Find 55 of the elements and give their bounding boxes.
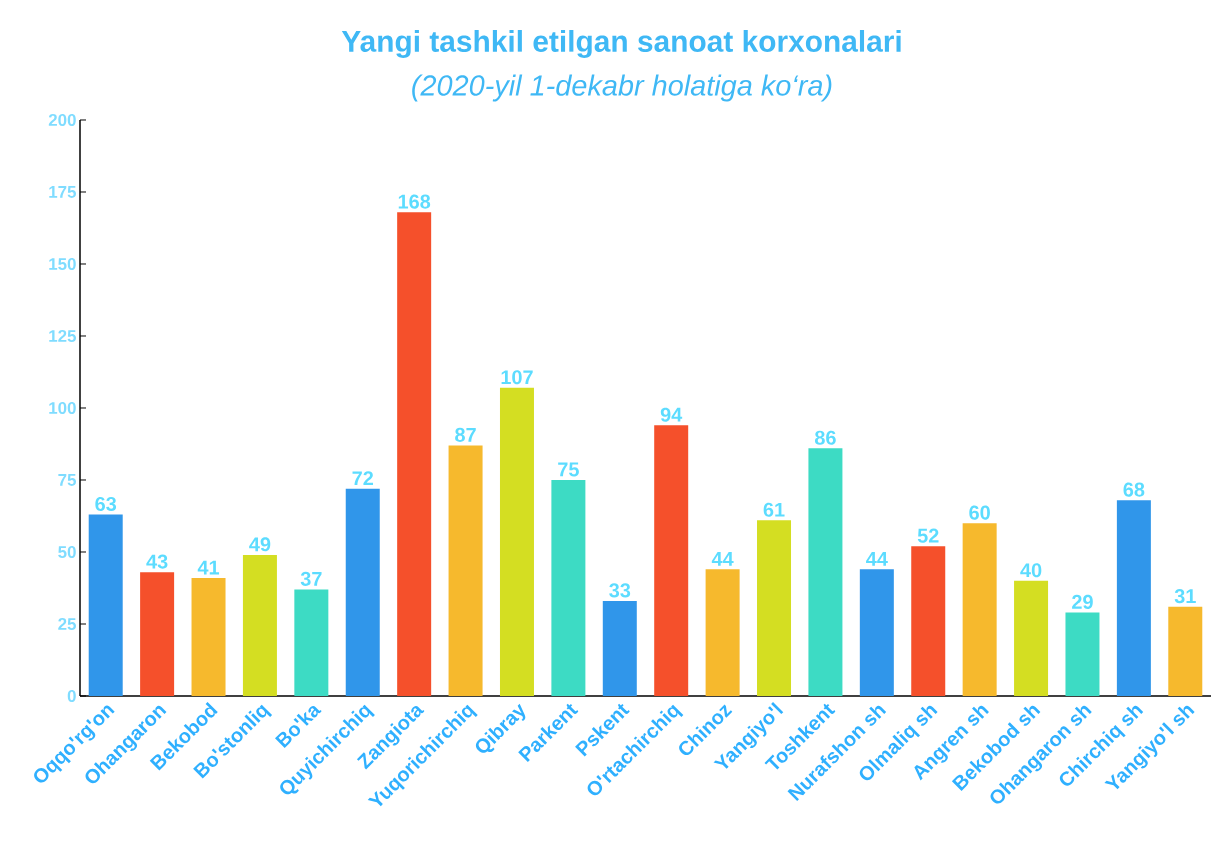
data-label: 72 xyxy=(352,471,374,486)
bar xyxy=(654,425,689,696)
y-tick-label: 50 xyxy=(58,546,76,558)
data-label: 49 xyxy=(249,537,271,552)
bar xyxy=(140,572,175,696)
data-label: 52 xyxy=(917,528,939,543)
y-tick-label: 175 xyxy=(49,186,77,198)
bar xyxy=(294,589,329,696)
bar xyxy=(397,212,432,696)
y-tick-label: 0 xyxy=(67,690,76,702)
bar xyxy=(345,488,380,696)
y-tick-label: 200 xyxy=(48,113,76,126)
data-label: 44 xyxy=(866,552,888,566)
bar xyxy=(1116,500,1151,696)
data-label: 33 xyxy=(609,583,631,598)
data-label: 41 xyxy=(197,560,220,575)
y-tick-label: 100 xyxy=(49,402,76,414)
data-label: 40 xyxy=(1020,563,1042,578)
data-label: 68 xyxy=(1123,482,1145,497)
bar xyxy=(242,554,277,696)
y-tick-label: 25 xyxy=(58,618,77,630)
chart-title: Yangi tashkil etilgan sanoat korxonalari xyxy=(341,29,901,58)
bar xyxy=(499,387,534,696)
data-label: 60 xyxy=(969,505,990,520)
bar xyxy=(962,523,997,696)
bar xyxy=(448,445,483,696)
bar xyxy=(1014,580,1049,696)
data-label: 63 xyxy=(95,496,117,512)
data-label: 29 xyxy=(1072,594,1093,609)
data-label: 61 xyxy=(763,502,785,517)
y-tick-label: 150 xyxy=(49,258,76,270)
bar xyxy=(757,520,792,696)
bar xyxy=(859,569,894,696)
bar xyxy=(191,577,226,696)
y-tick-label: 75 xyxy=(58,474,77,486)
data-label: 31 xyxy=(1174,589,1196,604)
bar xyxy=(1168,606,1203,696)
data-label: 43 xyxy=(146,554,168,569)
bar xyxy=(1065,612,1100,696)
bar xyxy=(602,600,637,696)
bar xyxy=(551,480,586,696)
data-label: 107 xyxy=(501,370,533,385)
data-label: 94 xyxy=(660,407,683,422)
bar xyxy=(911,546,946,696)
y-tick-label: 125 xyxy=(49,330,77,342)
bar xyxy=(808,448,843,696)
data-label: 168 xyxy=(398,194,431,209)
bar xyxy=(88,514,123,696)
data-label: 75 xyxy=(558,462,579,477)
data-label: 87 xyxy=(455,427,476,442)
chart-subtitle: (2020-yil 1-dekabr holatiga ko‘ra) xyxy=(412,74,832,102)
data-label: 37 xyxy=(300,571,322,586)
bar xyxy=(705,569,740,696)
data-label: 44 xyxy=(711,552,734,566)
data-label: 86 xyxy=(814,430,836,445)
